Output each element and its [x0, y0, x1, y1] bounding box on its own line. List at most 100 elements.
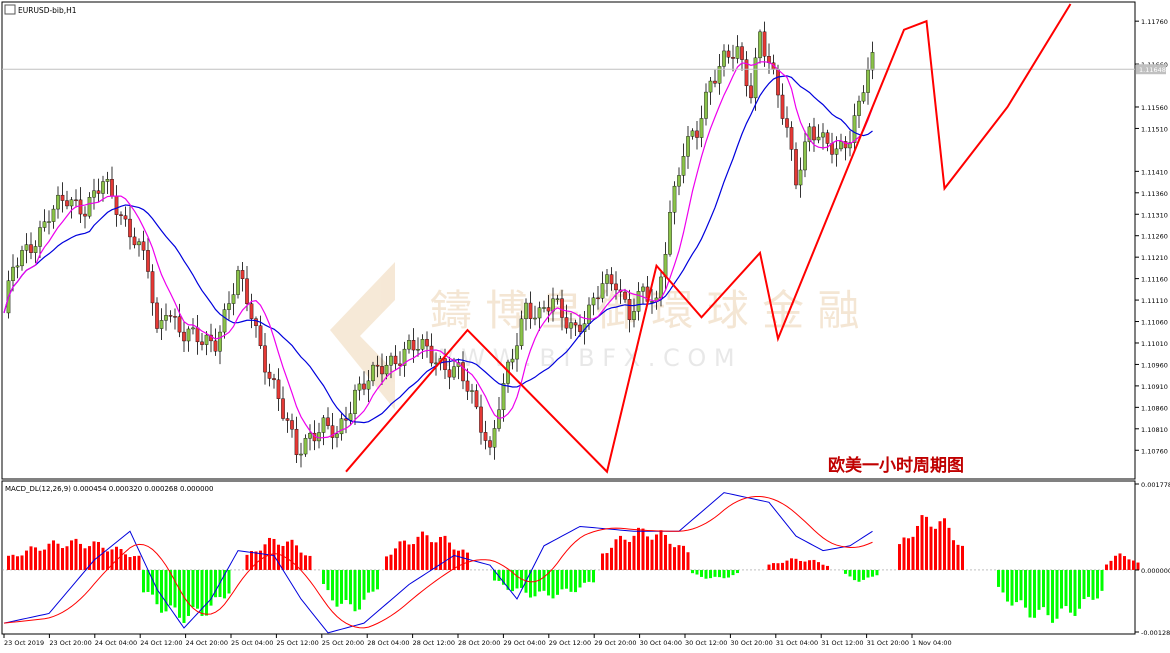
macd-histogram-bar [952, 540, 955, 570]
macd-histogram-bar [1118, 553, 1122, 570]
macd-histogram-bar [641, 528, 645, 570]
candle [749, 73, 753, 104]
candle-body [578, 324, 582, 332]
macd-histogram-bar [538, 569, 541, 592]
macd-histogram-bar [934, 528, 937, 570]
candle-body [843, 141, 848, 149]
macd-histogram-bar [767, 564, 771, 570]
macd-histogram-bar [74, 538, 78, 570]
macd-histogram-bar [385, 556, 388, 570]
candle [785, 106, 789, 138]
candle [447, 356, 452, 390]
symbol-label: EURUSD-bib,H1 [18, 6, 77, 15]
candle-body [254, 318, 258, 326]
candle-body [488, 440, 492, 448]
candle-body [411, 340, 416, 351]
macd-histogram-bar [565, 569, 568, 589]
macd-histogram-bar [119, 549, 123, 570]
macd-tick-label: -0.001283 [1141, 629, 1170, 637]
candle-body [119, 214, 123, 216]
macd-histogram-bar [416, 536, 420, 570]
watermark-logo-shape [330, 262, 395, 410]
macd-histogram-bar [731, 569, 735, 576]
candle [254, 316, 258, 338]
window-icon [4, 4, 16, 15]
macd-histogram-bar [1006, 569, 1009, 602]
candle [686, 125, 690, 169]
macd-histogram-bar [349, 569, 352, 605]
macd-histogram-bar [20, 555, 24, 570]
macd-histogram-bar [551, 569, 555, 599]
candle-body [465, 380, 470, 392]
price-tick-label: 1.11010 [1141, 340, 1168, 348]
candle-body [191, 327, 195, 330]
candle-body [200, 341, 204, 345]
candle-body [497, 409, 501, 429]
candle-body [159, 320, 164, 329]
candle [573, 319, 578, 337]
macd-histogram-bar [871, 569, 874, 577]
candle [605, 269, 609, 297]
candle [96, 178, 101, 202]
candle [452, 357, 456, 380]
price-tick-label: 1.11310 [1141, 211, 1168, 219]
candle [596, 285, 600, 310]
price-panel-frame [1, 1, 1136, 480]
candle-body [141, 241, 146, 251]
candle [402, 341, 407, 377]
zigzag-layer [345, 3, 1072, 474]
candle-body [60, 194, 65, 201]
time-tick-label: 28 Oct 20:00 [458, 639, 500, 647]
candle-body [330, 425, 335, 438]
macd-histogram-bar [142, 569, 145, 593]
candle-body [614, 283, 618, 291]
time-tick-label: 25 Oct 12:00 [276, 639, 318, 647]
macd-histogram-bar [943, 518, 946, 570]
macd-histogram-bar [623, 539, 627, 570]
macd-histogram-bar [1015, 569, 1018, 603]
candle [110, 166, 114, 199]
macd-histogram-layer [2, 515, 1140, 623]
candle-body [204, 334, 209, 345]
candle [519, 310, 524, 350]
macd-histogram-bar [898, 544, 901, 570]
candle [816, 124, 821, 144]
macd-histogram-bar [110, 549, 114, 570]
macd-histogram-bar [587, 569, 591, 582]
candle-body [240, 270, 245, 279]
macd-histogram-bar [52, 540, 55, 570]
candle [609, 267, 614, 291]
macd-histogram-bar [1127, 559, 1131, 570]
candle-body [335, 433, 339, 438]
macd-histogram-bar [403, 540, 406, 570]
candle-body [713, 80, 717, 84]
candle-body [695, 130, 699, 138]
macd-histogram-bar [439, 536, 442, 570]
macd-histogram-bar [817, 562, 820, 570]
macd-histogram-bar [421, 531, 424, 570]
candle [569, 312, 573, 339]
time-tick-label: 31 Oct 04:00 [776, 639, 818, 647]
candle [474, 384, 479, 410]
candle [830, 132, 834, 164]
macd-histogram-bar [646, 536, 649, 570]
macd-histogram-bar [556, 569, 559, 595]
candle [74, 189, 78, 208]
candle-body [123, 215, 128, 220]
macd-histogram-bar [610, 547, 613, 570]
candle [384, 356, 389, 380]
macd-histogram-bar [677, 545, 681, 570]
macd-histogram-bar [362, 569, 366, 600]
macd-histogram-bar [1078, 569, 1081, 609]
time-axis: 23 Oct 2019 23 Oct 20:00 24 Oct 04:00 24 Oc… [3, 634, 952, 647]
macd-histogram-bar [542, 569, 546, 591]
candle-body [276, 379, 281, 399]
macd-histogram-bar [866, 569, 870, 578]
candle [15, 257, 20, 279]
macd-histogram-bar [196, 569, 199, 609]
candle [294, 416, 299, 463]
candle-body [749, 85, 753, 99]
candle [357, 376, 362, 401]
candle-body [470, 390, 474, 392]
candle-body [605, 274, 609, 284]
